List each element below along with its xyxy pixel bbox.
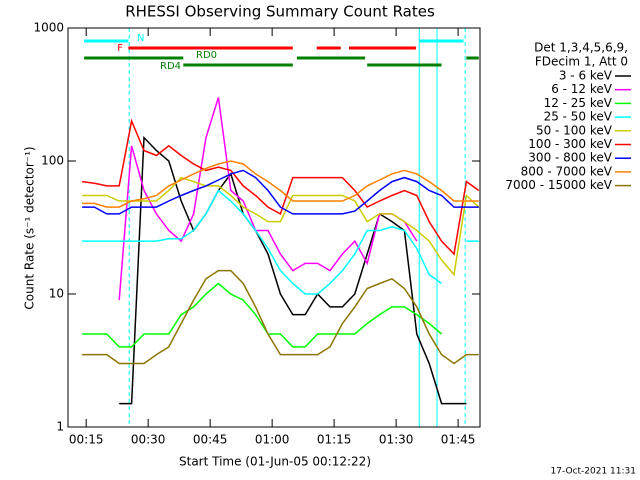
flag-bar — [367, 63, 442, 67]
y-tick-label: 10 — [49, 287, 64, 301]
legend-label: 300 - 800 keV — [528, 151, 612, 165]
flag-bar — [296, 56, 366, 60]
series-line — [82, 160, 479, 208]
flag-bar — [316, 46, 341, 50]
y-axis-label: Count Rate (s⁻¹ detector⁻¹) — [23, 146, 37, 309]
flag-label: N — [137, 33, 144, 44]
x-tick-label: 00:45 — [193, 433, 228, 447]
plot-frame — [67, 27, 481, 428]
y-tick-label: 1 — [56, 420, 64, 434]
x-tick-label: 00:15 — [69, 433, 104, 447]
legend-label: 800 - 7000 keV — [521, 164, 613, 178]
legend-header: FDecim 1, Att 0 — [535, 55, 628, 69]
series-line — [119, 135, 467, 405]
legend-label: 100 - 300 keV — [528, 137, 612, 151]
series-line — [82, 169, 479, 215]
y-tick-label: 1000 — [33, 21, 64, 35]
series-line — [82, 269, 479, 365]
legend-label: 6 - 12 keV — [551, 82, 613, 96]
legend-label: 25 - 50 keV — [544, 110, 613, 124]
x-tick-label: 01:45 — [441, 433, 476, 447]
legend-label: 3 - 6 keV — [559, 69, 613, 83]
legend-label: 12 - 25 keV — [544, 96, 613, 110]
flag-bar — [419, 39, 464, 43]
flag-label: RD0 — [196, 50, 217, 61]
series-line — [81, 118, 480, 256]
y-tick-label: 100 — [41, 154, 64, 168]
flag-bar — [466, 56, 479, 60]
flag-bar — [349, 46, 416, 50]
chart-title: RHESSI Observing Summary Count Rates — [125, 3, 435, 21]
flag-bar — [84, 39, 129, 43]
series-line — [82, 189, 479, 295]
x-axis-label: Start Time (01-Jun-05 00:12:22) — [179, 455, 371, 469]
x-tick-label: 01:30 — [379, 433, 414, 447]
series-line — [82, 176, 480, 277]
legend-label: 7000 - 15000 keV — [505, 178, 612, 192]
flag-label: RD4 — [160, 61, 181, 72]
legend-header: Det 1,3,4,5,6,9, — [534, 41, 628, 55]
footer: 17-Oct-2021 11:31 — [551, 467, 636, 477]
flag-bar — [128, 46, 293, 50]
flag-label: F — [117, 43, 123, 54]
series-line — [118, 97, 418, 301]
x-tick-label: 01:15 — [317, 433, 352, 447]
x-tick-label: 01:00 — [255, 433, 290, 447]
flag-bar — [183, 63, 293, 67]
x-tick-label: 00:30 — [131, 433, 166, 447]
flag-bar — [84, 56, 184, 60]
legend-label: 50 - 100 keV — [536, 123, 613, 137]
